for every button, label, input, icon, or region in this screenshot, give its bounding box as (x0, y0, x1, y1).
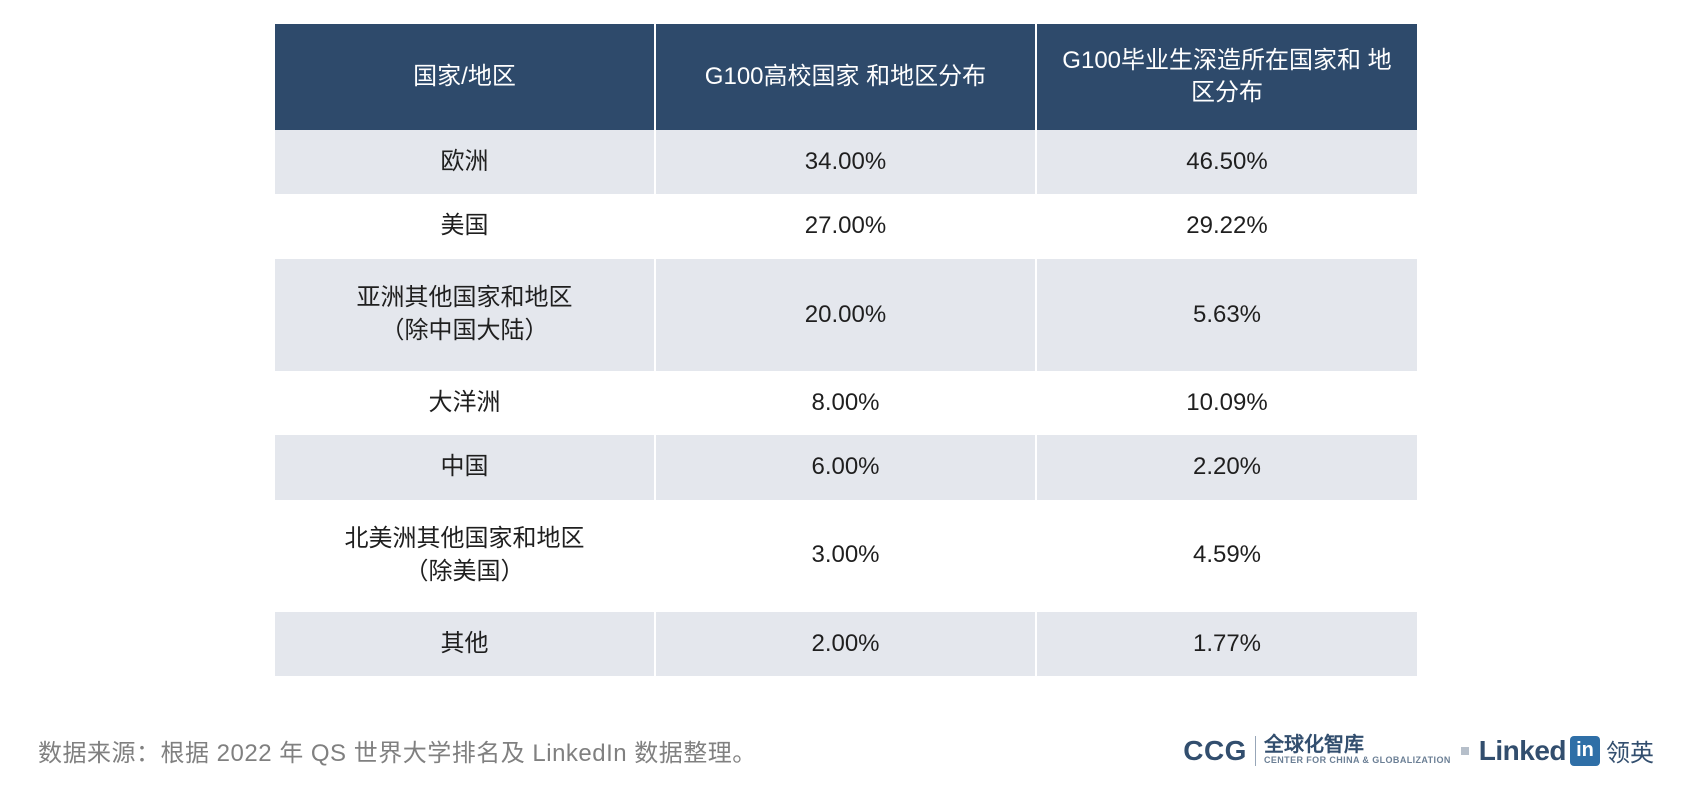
data-table-container: 国家/地区 G100高校国家 和地区分布 G100毕业生深造所在国家和 地区分布… (275, 24, 1417, 676)
ccg-logo: CCG 全球化智库 CENTER FOR CHINA & GLOBALIZATI… (1183, 735, 1451, 767)
cell-grad-dist: 46.50% (1036, 130, 1417, 194)
cell-grad-dist: 10.09% (1036, 371, 1417, 435)
linkedin-word: Linked (1479, 735, 1566, 767)
table-row: 北美洲其他国家和地区 （除美国）3.00%4.59% (275, 500, 1417, 612)
cell-grad-dist: 29.22% (1036, 194, 1417, 258)
table-row: 美国27.00%29.22% (275, 194, 1417, 258)
ccg-text: 全球化智库 CENTER FOR CHINA & GLOBALIZATION (1264, 735, 1451, 765)
table-row: 大洋洲8.00%10.09% (275, 371, 1417, 435)
cell-school-dist: 34.00% (655, 130, 1036, 194)
linkedin-cn-label: 领英 (1606, 733, 1654, 768)
ccg-divider-icon (1255, 736, 1256, 766)
cell-school-dist: 6.00% (655, 435, 1036, 499)
cell-school-dist: 27.00% (655, 194, 1036, 258)
cell-school-dist: 8.00% (655, 371, 1036, 435)
col-header-grad-dist: G100毕业生深造所在国家和 地区分布 (1036, 24, 1417, 130)
cell-grad-dist: 4.59% (1036, 500, 1417, 612)
cell-region: 美国 (275, 194, 655, 258)
cell-region: 中国 (275, 435, 655, 499)
col-header-school-dist: G100高校国家 和地区分布 (655, 24, 1036, 130)
col-header-region: 国家/地区 (275, 24, 655, 130)
cell-grad-dist: 1.77% (1036, 612, 1417, 676)
cell-region: 其他 (275, 612, 655, 676)
table-row: 其他2.00%1.77% (275, 612, 1417, 676)
cell-grad-dist: 2.20% (1036, 435, 1417, 499)
table-body: 欧洲34.00%46.50%美国27.00%29.22%亚洲其他国家和地区 （除… (275, 130, 1417, 676)
logo-separator-icon (1461, 747, 1469, 755)
footer: 数据来源：根据 2022 年 QS 世界大学排名及 LinkedIn 数据整理。… (38, 733, 1654, 768)
cell-region: 大洋洲 (275, 371, 655, 435)
ccg-cn-label: 全球化智库 (1264, 735, 1451, 756)
linkedin-box-icon: in (1570, 736, 1600, 766)
ccg-en-label: CENTER FOR CHINA & GLOBALIZATION (1264, 756, 1451, 765)
cell-region: 亚洲其他国家和地区 （除中国大陆） (275, 259, 655, 371)
data-table: 国家/地区 G100高校国家 和地区分布 G100毕业生深造所在国家和 地区分布… (275, 24, 1417, 676)
cell-school-dist: 20.00% (655, 259, 1036, 371)
table-row: 亚洲其他国家和地区 （除中国大陆）20.00%5.63% (275, 259, 1417, 371)
ccg-mark-icon: CCG (1183, 735, 1247, 767)
cell-school-dist: 3.00% (655, 500, 1036, 612)
cell-school-dist: 2.00% (655, 612, 1036, 676)
cell-region: 欧洲 (275, 130, 655, 194)
source-note: 数据来源：根据 2022 年 QS 世界大学排名及 LinkedIn 数据整理。 (38, 733, 757, 768)
cell-grad-dist: 5.63% (1036, 259, 1417, 371)
linkedin-logo: Linked in 领英 (1479, 733, 1654, 768)
table-row: 欧洲34.00%46.50% (275, 130, 1417, 194)
table-row: 中国6.00%2.20% (275, 435, 1417, 499)
cell-region: 北美洲其他国家和地区 （除美国） (275, 500, 655, 612)
table-header: 国家/地区 G100高校国家 和地区分布 G100毕业生深造所在国家和 地区分布 (275, 24, 1417, 130)
footer-logos: CCG 全球化智库 CENTER FOR CHINA & GLOBALIZATI… (1183, 733, 1654, 768)
